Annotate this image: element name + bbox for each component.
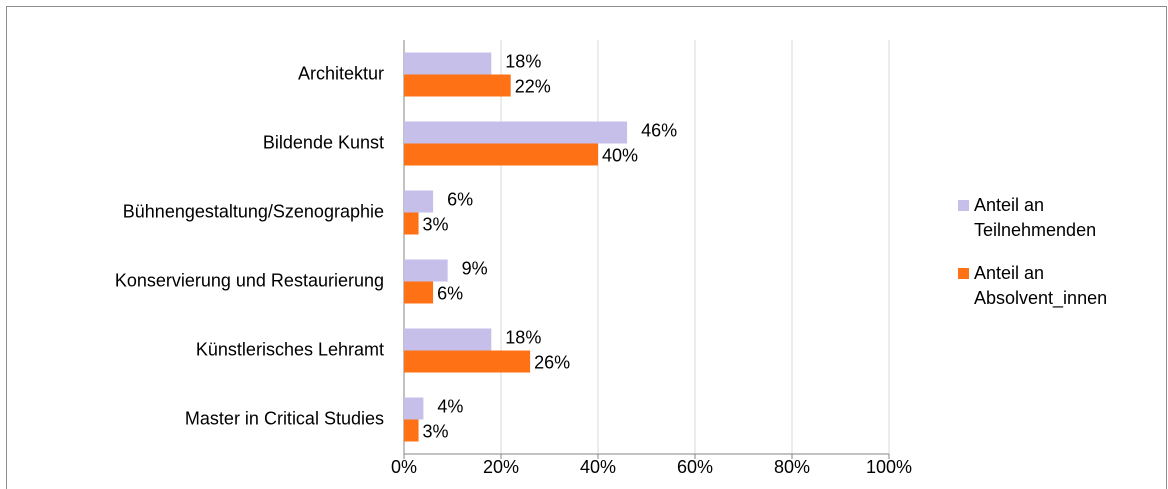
data-label: 40% xyxy=(602,145,638,165)
x-tick-label: 0% xyxy=(391,457,417,477)
bar xyxy=(404,259,448,282)
chart-border xyxy=(6,6,1167,489)
x-tick-label: 80% xyxy=(774,457,810,477)
bar xyxy=(404,74,511,97)
bar xyxy=(404,212,419,235)
bar xyxy=(404,52,492,75)
legend-item: Anteil an Absolvent_innen xyxy=(958,261,1128,311)
x-tick-label: 40% xyxy=(580,457,616,477)
legend-item: Anteil an Teilnehmenden xyxy=(958,193,1128,243)
bar xyxy=(404,190,434,213)
data-label: 3% xyxy=(423,421,449,441)
bar xyxy=(404,121,628,144)
legend-label: Anteil an Teilnehmenden xyxy=(974,195,1097,240)
data-label: 9% xyxy=(462,258,488,278)
data-label: 6% xyxy=(447,189,473,209)
data-label: 3% xyxy=(423,214,449,234)
y-tick-label: Bühnengestaltung/Szenographie xyxy=(123,201,384,221)
legend-label: Anteil an Absolvent_innen xyxy=(974,263,1108,308)
bar xyxy=(404,350,531,373)
y-tick-label: Architektur xyxy=(298,63,384,83)
legend-swatch xyxy=(958,268,969,279)
bar xyxy=(404,143,598,166)
data-label: 46% xyxy=(641,120,677,140)
y-tick-label: Künstlerisches Lehramt xyxy=(196,339,384,359)
bar xyxy=(404,328,492,351)
data-label: 6% xyxy=(437,283,463,303)
data-label: 18% xyxy=(505,51,541,71)
bar xyxy=(404,281,434,304)
x-tick-label: 60% xyxy=(677,457,713,477)
y-tick-label: Konservierung und Restaurierung xyxy=(115,270,384,290)
y-tick-label: Bildende Kunst xyxy=(263,132,384,152)
data-label: 22% xyxy=(515,76,551,96)
data-label: 4% xyxy=(437,396,463,416)
data-label: 18% xyxy=(505,327,541,347)
y-tick-label: Master in Critical Studies xyxy=(185,408,384,428)
bar xyxy=(404,419,419,442)
x-tick-label: 100% xyxy=(866,457,912,477)
data-label: 26% xyxy=(534,352,570,372)
x-tick-label: 20% xyxy=(483,457,519,477)
bar xyxy=(404,397,424,420)
legend-swatch xyxy=(958,200,969,211)
